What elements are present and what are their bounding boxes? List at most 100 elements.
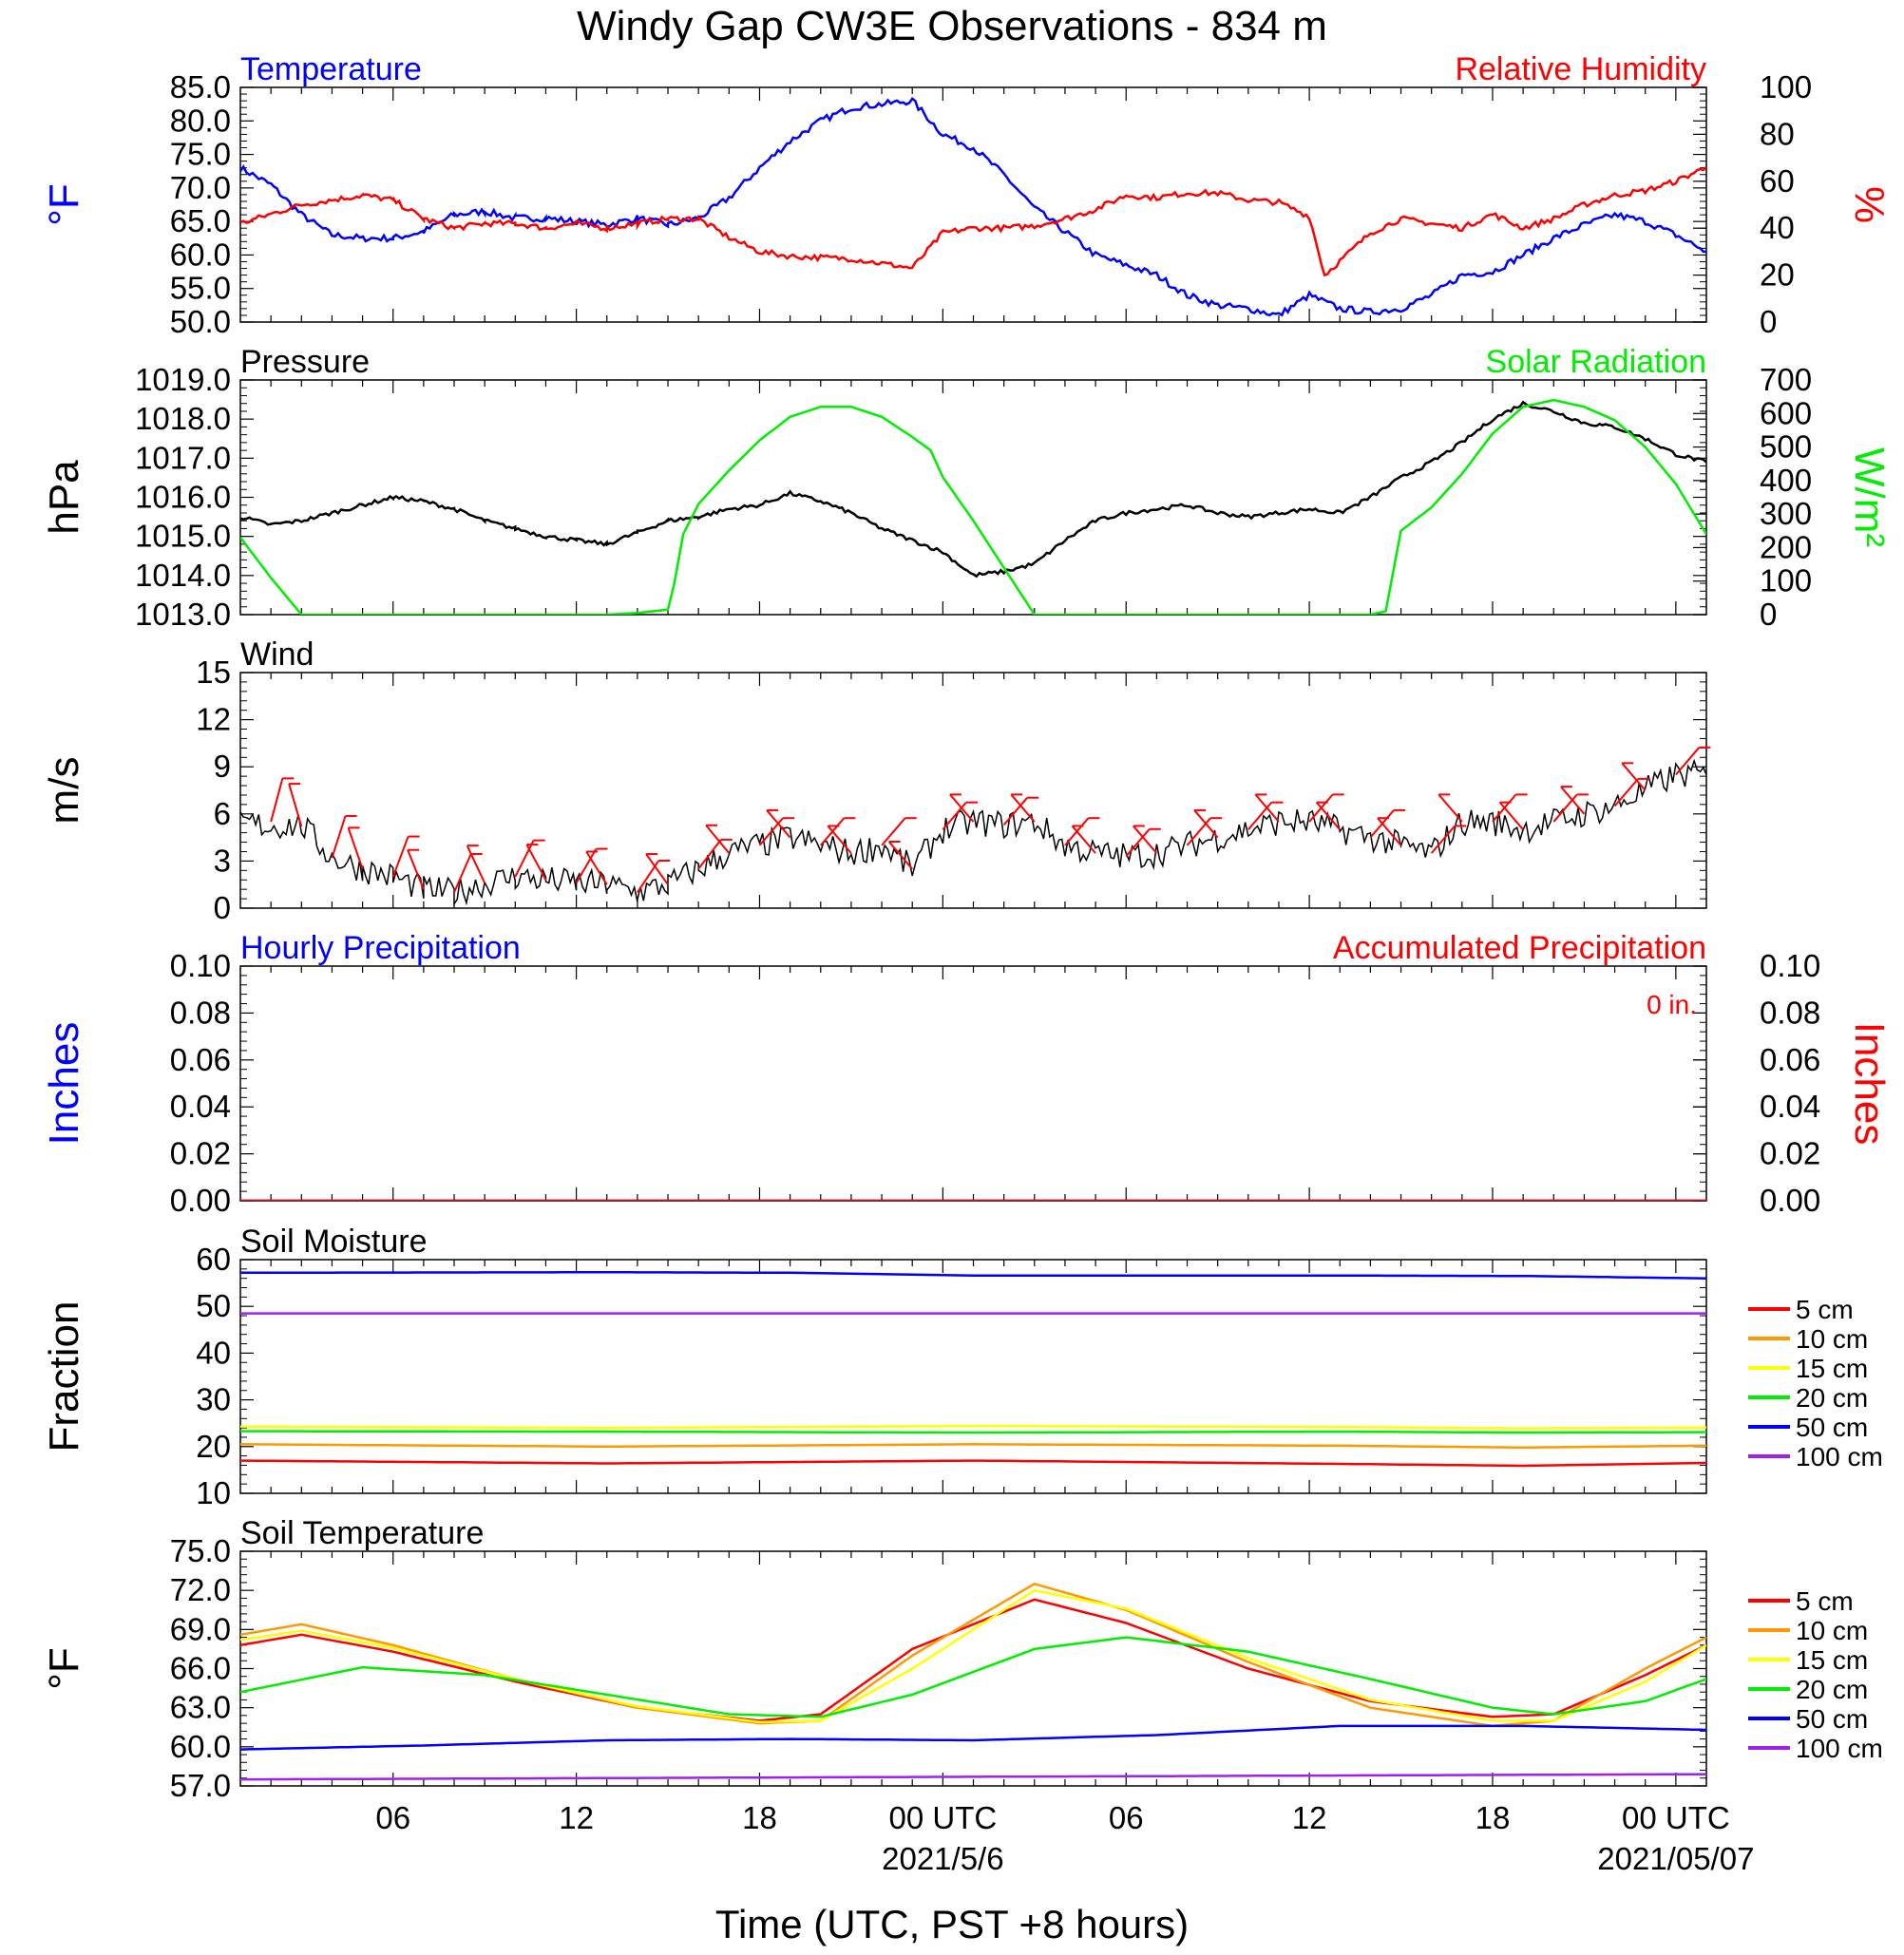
wind-barb: [331, 814, 357, 859]
legend-label: 15 cm: [1796, 1645, 1868, 1675]
series-line-10-cm: [240, 1582, 1706, 1728]
wind-barb-staff: [887, 841, 913, 870]
wind-barb-staff: [514, 840, 535, 878]
wind-barb: [1315, 801, 1342, 830]
wind-barb-staff: [1133, 825, 1158, 854]
y-right-tick-label: 200: [1760, 529, 1812, 564]
x-tick-label: 06: [1109, 1800, 1144, 1835]
panel-pressure-solar: 1019.0 1018.0 1017.0 1016.0 1015.0 1014.0 1013…: [41, 344, 1893, 632]
y-tick-label: 0.04: [170, 1089, 231, 1124]
wind-barb-staff: [1498, 802, 1524, 830]
y-right-tick-label: 0.04: [1760, 1089, 1820, 1124]
panel-soil-moisture: 60 50 40 30 20 10 Soil Moisture Fraction 5 cm10 …: [41, 1224, 1883, 1510]
y-tick-label: 55.0: [170, 271, 231, 306]
y-tick-label: 72.0: [170, 1572, 231, 1607]
wind-barb-staff: [766, 809, 791, 839]
y-tick-label: 10: [196, 1475, 231, 1510]
series-line-50-cm: [240, 1271, 1706, 1280]
wind-barb: [407, 848, 425, 890]
wind-barb-staff: [1675, 747, 1701, 776]
wind-barb: [466, 845, 486, 883]
y-tick-label: 0.06: [170, 1042, 231, 1077]
x-tick-label: 12: [1292, 1800, 1327, 1835]
y-axis-label-right: W/m²: [1846, 447, 1893, 547]
y-tick-label: 70.0: [170, 170, 231, 205]
wind-barb: [347, 826, 364, 869]
wind-barb: [1125, 827, 1161, 858]
wind-barb-staff: [645, 853, 669, 885]
y-tick-label: 80.0: [170, 103, 231, 138]
wind-barb: [525, 844, 547, 881]
wind-barb-staff: [585, 850, 608, 885]
wind-barb: [585, 850, 608, 885]
wind-barb-staff: [1560, 786, 1586, 815]
wind-barb: [1377, 817, 1402, 846]
wind-barb: [766, 808, 791, 839]
y-right-tick-label: 400: [1760, 463, 1812, 498]
series-line-temperature: [240, 97, 1706, 317]
series-line-5-cm: [240, 1598, 1706, 1722]
series-line-100-cm: [240, 1773, 1706, 1781]
wind-barb: [1254, 793, 1280, 823]
y-tick-label: 85.0: [170, 69, 231, 104]
y-tick-label: 3: [214, 843, 231, 878]
panel-title-left: Temperature: [240, 51, 422, 87]
wind-barb: [270, 777, 295, 823]
y-right-tick-label: 600: [1760, 395, 1812, 430]
wind-barb-staff: [1621, 762, 1647, 791]
y-right-tick-label: 700: [1760, 362, 1812, 397]
series-line-5-cm: [240, 1459, 1706, 1468]
wind-barb-staff: [1193, 809, 1219, 839]
y-tick-label: 1014.0: [135, 558, 231, 593]
y-tick-label: 60.0: [170, 1729, 231, 1764]
wind-barb-staff: [270, 778, 284, 823]
legend-label: 10 cm: [1796, 1324, 1868, 1354]
wind-barb-staff: [347, 827, 364, 869]
y-tick-label: 0.02: [170, 1136, 231, 1171]
y-right-tick-label: 0: [1760, 304, 1777, 339]
wind-barb: [881, 817, 917, 846]
y-right-tick-label: 0.08: [1760, 995, 1820, 1030]
wind-barb-staff: [407, 849, 425, 890]
panel-wind: 15 12 9 6 3 0 Wind m/s: [41, 636, 1711, 925]
y-axis-label-left: m/s: [41, 757, 87, 825]
y-right-tick-label: 60: [1760, 163, 1795, 199]
y-tick-label: 1016.0: [135, 480, 231, 515]
wind-barb: [1064, 817, 1100, 846]
y-tick-label: 15: [196, 655, 231, 690]
y-tick-label: 0.00: [170, 1183, 231, 1218]
wind-barb: [1613, 777, 1650, 807]
wind-barb-staff: [1315, 802, 1342, 830]
wind-barb-staff: [1186, 817, 1211, 846]
legend-label: 100 cm: [1796, 1734, 1883, 1763]
legend-label: 100 cm: [1796, 1442, 1883, 1471]
series-line-20-cm: [240, 1430, 1706, 1434]
wind-barb-staff: [331, 815, 347, 859]
y-tick-label: 1017.0: [135, 440, 231, 475]
x-date-label: 2021/05/07: [1597, 1841, 1754, 1876]
wind-barb-staff: [288, 783, 303, 827]
series-line-relative-humidity: [240, 166, 1706, 277]
wind-barb: [887, 840, 913, 870]
wind-barb-staff: [949, 793, 975, 823]
wind-barb: [453, 853, 483, 893]
y-right-tick-label: 80: [1760, 116, 1795, 151]
y-tick-label: 30: [196, 1382, 231, 1417]
wind-barb-staff: [1613, 778, 1639, 807]
plot-frame: [239, 965, 1707, 1202]
series-line-10-cm: [240, 1443, 1706, 1450]
y-tick-label: 50: [196, 1288, 231, 1323]
x-tick-label: 18: [1476, 1800, 1511, 1835]
y-tick-label: 66.0: [170, 1651, 231, 1686]
series-line-wind: [240, 758, 1706, 906]
wind-barb-staff: [705, 825, 731, 854]
y-tick-label: 12: [196, 702, 231, 737]
wind-barb-staff: [942, 802, 967, 830]
wind-barb-staff: [1071, 825, 1096, 854]
y-tick-label: 60.0: [170, 237, 231, 272]
y-axis-label-left: Fraction: [41, 1301, 87, 1452]
legend-label: 15 cm: [1796, 1354, 1868, 1383]
y-tick-label: 40: [196, 1335, 231, 1370]
legend-label: 20 cm: [1796, 1383, 1868, 1413]
